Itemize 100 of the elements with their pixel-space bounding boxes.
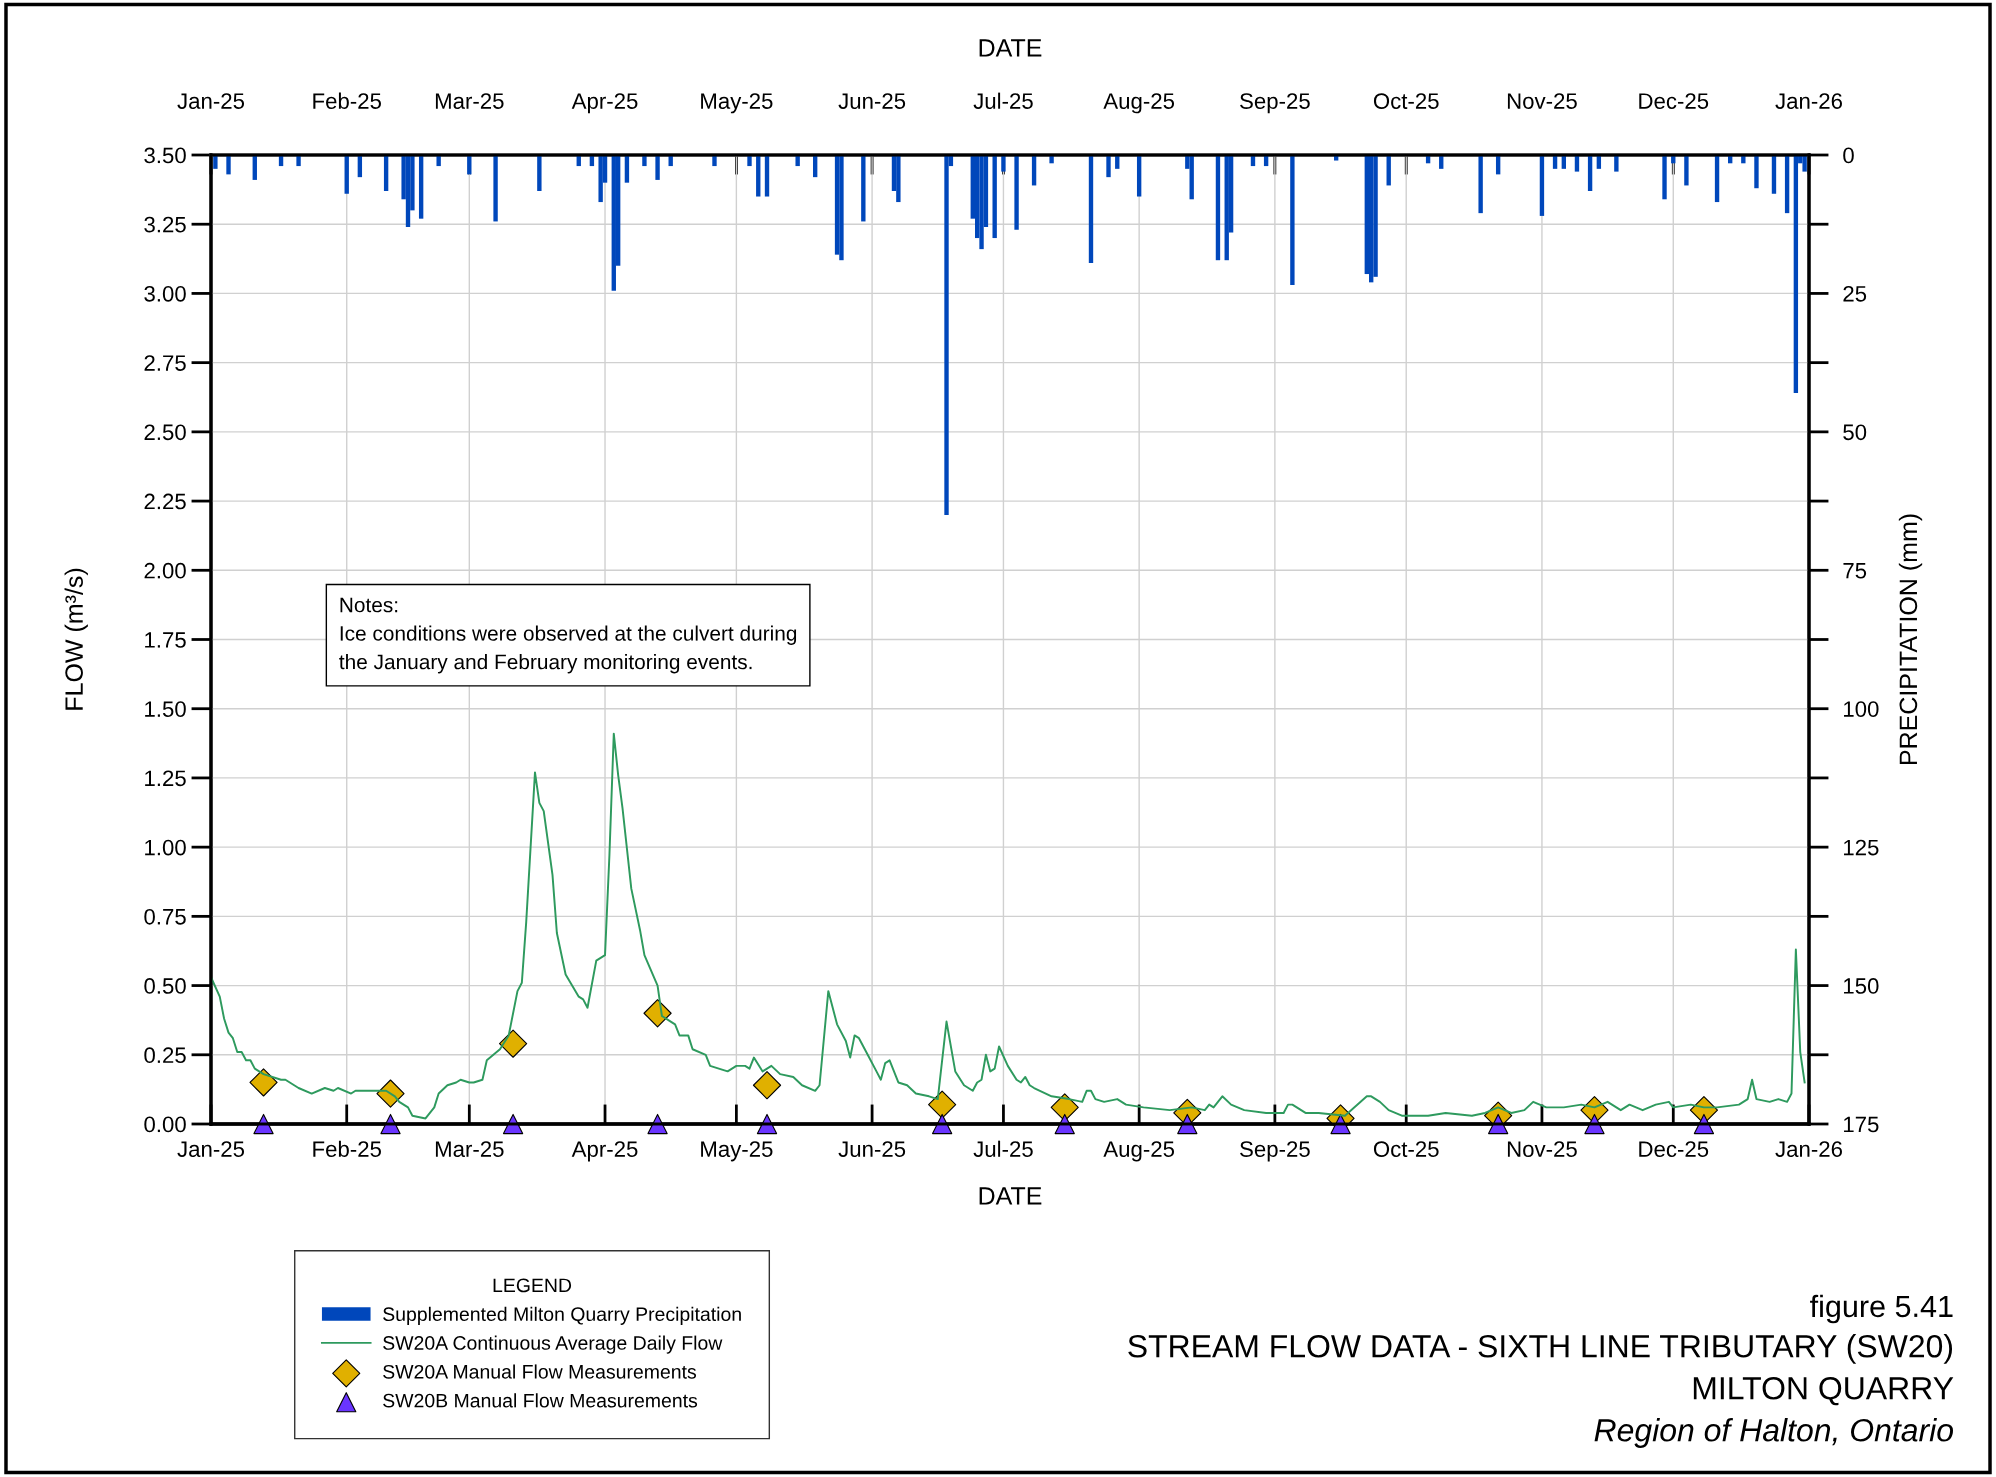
bar [655,155,660,180]
y-tick-label: 1.50 [145,701,186,717]
x-tick-label: Sep-25 [1240,1141,1310,1162]
y2-tick-label: 150 [1844,978,1879,994]
bar [226,155,231,175]
point [380,1113,401,1135]
y2-tick-label: 25 [1843,285,1867,302]
bar [1014,155,1019,230]
y-tick-label: 1.75 [145,632,186,648]
y2-tick-label: 125 [1844,839,1879,856]
bar [747,155,752,167]
point [249,1068,278,1097]
x-tick-label: May-25 [701,1141,773,1162]
x-tick-label: Apr-25 [571,1141,638,1162]
bar [1106,155,1111,178]
bar [1741,155,1746,164]
legend-label: SW20A Manual Flow Measurements [383,1364,697,1379]
bar [712,155,717,167]
bar [405,155,411,227]
x-tick-label: Aug-25 [1103,1141,1175,1162]
x2-tick-label: Mar-25 [435,93,504,109]
bar [896,155,901,203]
bar [436,155,441,167]
bar [1136,155,1142,197]
bar [756,155,761,197]
x-tick-label: Jun-25 [838,1141,906,1157]
y-tick-label: 3.25 [144,216,186,233]
bar [1088,155,1094,263]
y-tick-label: 0.50 [144,978,186,994]
legend-label: Supplemented Milton Quarry Precipitation [383,1306,741,1325]
bar [1049,155,1054,164]
bar [1369,155,1374,283]
x-tick-label: Jan-25 [177,1141,245,1157]
bar [764,155,770,197]
bar [598,155,603,203]
bar [861,155,866,222]
x2-tick-label: Oct-25 [1373,93,1439,109]
bar [979,155,984,250]
bar [839,155,844,261]
y-tick-label: 0.00 [144,1116,186,1133]
y-tick-label: 3.00 [144,285,186,302]
x-axis-title: DATE [979,1187,1042,1205]
x2-tick-label: Feb-25 [313,92,381,109]
y2-tick-label: 0 [1843,147,1854,164]
bar [1684,155,1689,186]
legend-label: SW20A Continuous Average Daily Flow [383,1335,723,1354]
bar [944,155,949,515]
bar [1290,155,1295,286]
bar [344,155,349,194]
bar [992,155,997,239]
bar [1793,155,1799,394]
bar [1215,155,1221,261]
point [756,1113,778,1135]
bar [1478,155,1483,214]
x2-tick-label: Jun-25 [838,93,906,109]
bar [493,155,498,222]
point [498,1029,528,1058]
y2-tick-label: 50 [1843,424,1867,441]
text: STREAM FLOW DATA - SIXTH LINE TRIBUTARY (SW20) [1128,1334,1953,1364]
y2-tick-label: 75 [1843,563,1867,579]
bar [1754,155,1759,189]
x-tick-label: Mar-25 [435,1141,504,1157]
y2-tick-label: 100 [1844,701,1879,717]
text: MILTON QUARRY [1693,1376,1954,1406]
x2-tick-label: Apr-25 [571,93,638,114]
y-tick-label: 0.25 [144,1047,186,1064]
point [1584,1113,1605,1135]
legend-title: LEGEND [493,1278,572,1293]
bar [1802,155,1807,172]
bar [611,155,616,291]
y-tick-label: 1.00 [145,839,186,856]
x2-tick-label: Sep-25 [1240,93,1310,114]
x2-tick-label: Jul-25 [973,92,1033,109]
point [253,1113,274,1135]
x2-tick-label: May-25 [701,93,773,114]
caption: figure 5.41 [1810,1294,1953,1324]
point [502,1113,524,1135]
y-axis-title: FLOW (m³/s) [64,568,88,710]
bar [296,155,301,167]
x2-tick-label: Nov-25 [1507,93,1577,109]
bar [1539,155,1545,216]
bar [1224,155,1229,261]
bar [795,155,800,167]
bar [1614,155,1619,172]
x2-tick-label: Dec-25 [1639,93,1709,109]
y2-axis-title: PRECIPITATION (mm) [1898,514,1923,765]
point [1488,1113,1509,1135]
x-tick-label: Nov-25 [1507,1141,1577,1157]
point [647,1113,668,1135]
bar [213,155,218,169]
point [752,1071,782,1100]
bar [537,155,542,191]
point [932,1113,953,1135]
y-tick-label: 2.00 [144,562,186,579]
annotation: Notes: Ice conditions were observed at the culvert during the January and February monitoring events. [339,597,797,674]
x-tick-label: Jul-25 [973,1140,1033,1157]
x2-tick-label: Aug-25 [1103,93,1175,114]
y-tick-label: 3.50 [144,147,186,164]
text: Region of Halton, Ontario [1594,1418,1954,1448]
y2-tick-label: 175 [1844,1116,1879,1133]
